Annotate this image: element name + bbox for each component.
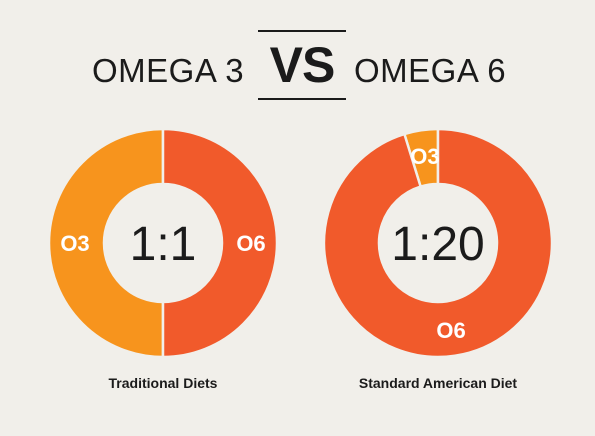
ratio-label: 1:1: [130, 218, 197, 271]
o3-slice-label: O3: [410, 144, 439, 169]
traditional-diets-donut: O3 O6 1:1 Traditional Diets: [47, 127, 279, 391]
o6-slice-label: O6: [236, 231, 265, 256]
omega3-title: OMEGA 3: [92, 52, 245, 89]
chart-caption: Standard American Diet: [359, 375, 518, 391]
o6-slice-label: O6: [436, 318, 465, 343]
o6-slice: [322, 127, 554, 359]
o3-slice-label: O3: [60, 231, 89, 256]
standard-american-diet-donut: O3 O6 1:20 Standard American Diet: [322, 127, 554, 391]
title-row: OMEGA 3 VS OMEGA 6: [0, 0, 595, 120]
vs-badge: VS: [258, 30, 346, 100]
o6-slice: [161, 127, 279, 359]
ratio-label: 1:20: [391, 218, 484, 271]
o3-slice: [47, 127, 165, 359]
vs-label: VS: [269, 37, 336, 93]
omega6-title: OMEGA 6: [354, 52, 507, 89]
chart-caption: Traditional Diets: [109, 375, 218, 391]
